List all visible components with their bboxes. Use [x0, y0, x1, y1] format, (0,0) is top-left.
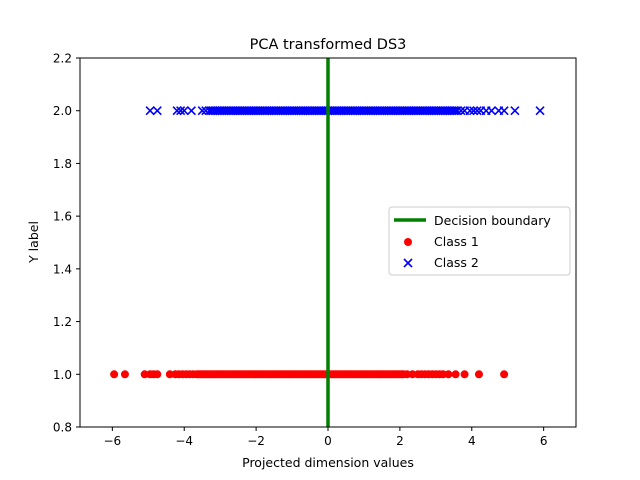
data-point: [186, 106, 196, 116]
y-tick-label: 2.0: [53, 104, 72, 118]
data-point: [172, 106, 182, 116]
y-axis-label: Y label: [26, 221, 41, 264]
legend-decision-boundary-label: Decision boundary: [434, 213, 551, 228]
data-point: [153, 370, 162, 379]
legend-class-1-label: Class 1: [434, 234, 479, 249]
legend-x-glyph: [403, 258, 413, 268]
y-tick-label: 1.6: [53, 210, 72, 224]
data-point: [499, 106, 509, 116]
data-point: [152, 106, 162, 116]
data-point: [110, 370, 119, 379]
data-point: [465, 106, 475, 116]
data-point: [176, 106, 186, 116]
x-tick-label: 6: [540, 434, 548, 448]
y-tick-label: 1.2: [53, 315, 72, 329]
y-tick-label: 1.4: [53, 262, 72, 276]
data-point: [451, 106, 461, 116]
y-tick-label: 0.8: [53, 421, 72, 435]
x-tick-label: −2: [247, 434, 265, 448]
legend-class-2-label: Class 2: [434, 255, 479, 270]
x-tick-label: −6: [103, 434, 121, 448]
data-point: [179, 106, 189, 116]
data-point: [120, 370, 129, 379]
plot-area: [110, 58, 545, 427]
data-point: [472, 106, 482, 116]
legend-class-1-marker: [404, 238, 412, 246]
x-tick-label: −4: [175, 434, 193, 448]
legend: Decision boundary Class 1 Class 2: [388, 206, 571, 276]
y-tick-label: 2.2: [53, 52, 72, 66]
data-point: [145, 106, 155, 116]
chart-title: PCA transformed DS3: [250, 37, 407, 53]
data-point: [452, 106, 462, 116]
x-tick-label: 0: [324, 434, 332, 448]
data-point: [474, 370, 483, 379]
data-point: [460, 370, 469, 379]
series-1: [110, 370, 509, 379]
x-tick-label: 2: [396, 434, 404, 448]
data-point: [510, 106, 520, 116]
data-point: [500, 370, 509, 379]
data-point: [444, 370, 453, 379]
data-point: [535, 106, 545, 116]
x-axis-label: Projected dimension values: [242, 455, 414, 470]
x-axis: −6 −4 −2 0 2 4 6: [103, 427, 547, 448]
data-point: [197, 106, 207, 116]
x-tick-label: 4: [468, 434, 476, 448]
series-2: [145, 106, 545, 116]
data-point: [399, 370, 408, 379]
y-axis: 0.8 1.0 1.2 1.4 1.6 1.8 2.0 2.2: [53, 52, 80, 435]
data-point: [468, 106, 479, 116]
y-tick-label: 1.0: [53, 368, 72, 382]
data-point: [451, 370, 460, 379]
y-tick-label: 1.8: [53, 157, 72, 171]
data-point: [449, 106, 459, 116]
legend-box: [388, 206, 571, 276]
data-point: [486, 106, 497, 116]
legend-class-2-marker: [403, 258, 413, 268]
